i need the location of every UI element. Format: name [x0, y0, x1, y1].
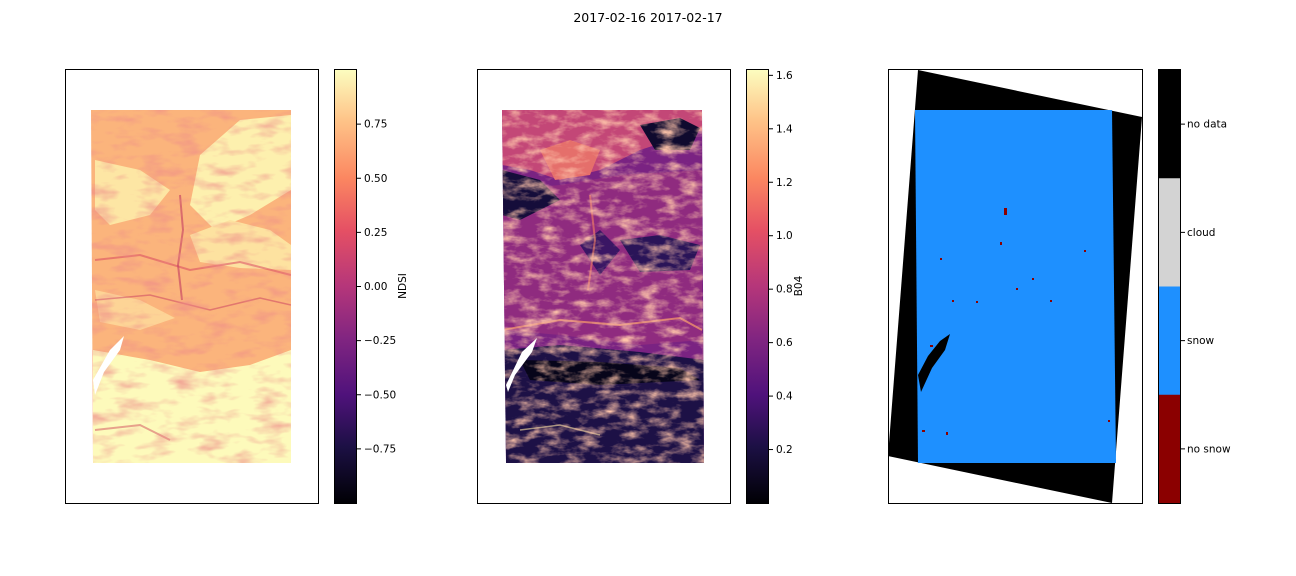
class-colorbar-segment	[1159, 70, 1180, 179]
class-colorbar-segment	[1159, 394, 1180, 504]
b04-colorbar-label: B04	[793, 275, 805, 296]
snow-area	[915, 110, 1116, 463]
b04-colorbar-tick-label: 1.4	[776, 123, 793, 135]
b04-image	[502, 110, 704, 463]
no-snow-specks	[922, 208, 1110, 435]
ndsi-colorbar-tick-label: −0.50	[364, 389, 396, 401]
class-colorbar-tick-label: snow	[1187, 335, 1215, 347]
b04-colorbar-tick-label: 0.8	[776, 284, 793, 296]
b04-colorbar	[746, 69, 769, 504]
ndsi-colorbar-label: NDSI	[397, 273, 409, 299]
class-colorbar	[1159, 70, 1180, 504]
ndsi-image	[91, 110, 291, 463]
ndsi-panel: 0.75 0.50 0.25 0.00 −0.25 −0.50 −0.75 NDSI	[65, 69, 409, 504]
ndsi-colorbar-tick-label: 0.50	[364, 173, 387, 185]
ndsi-colorbar-tick-label: −0.25	[364, 335, 396, 347]
b04-colorbar-tick-label: 0.6	[776, 337, 793, 349]
figure-title: 2017-02-16 2017-02-17	[573, 10, 722, 25]
class-panel: no data cloud snow no snow	[888, 69, 1231, 504]
class-colorbar-ticks: no data cloud snow no snow	[1181, 119, 1231, 455]
b04-colorbar-tick-label: 0.4	[776, 391, 793, 403]
b04-panel: 1.6 1.4 1.2 1.0 0.8 0.6 0.4 0.2 B04	[477, 69, 805, 504]
b04-colorbar-tick-label: 1.0	[776, 230, 793, 242]
class-colorbar-tick-label: no data	[1187, 119, 1227, 131]
class-colorbar-segment	[1159, 286, 1180, 396]
class-colorbar-segment	[1159, 178, 1180, 287]
ndsi-colorbar-tick-label: 0.25	[364, 227, 387, 239]
class-colorbar-tick-label: no snow	[1187, 443, 1231, 455]
ndsi-colorbar-tick-label: −0.75	[364, 443, 396, 455]
b04-colorbar-tick-label: 1.6	[776, 70, 793, 82]
ndsi-colorbar-tick-label: 0.75	[364, 119, 387, 131]
class-colorbar-tick-label: cloud	[1187, 227, 1215, 239]
ndsi-colorbar	[334, 69, 357, 504]
b04-colorbar-tick-label: 0.2	[776, 444, 793, 456]
b04-colorbar-tick-label: 1.2	[776, 177, 793, 189]
ndsi-colorbar-tick-label: 0.00	[364, 281, 387, 293]
b04-colorbar-ticks: 1.6 1.4 1.2 1.0 0.8 0.6 0.4 0.2	[769, 70, 793, 456]
ndsi-colorbar-ticks: 0.75 0.50 0.25 0.00 −0.25 −0.50 −0.75	[357, 119, 396, 455]
class-colorbar-frame	[1158, 69, 1181, 504]
